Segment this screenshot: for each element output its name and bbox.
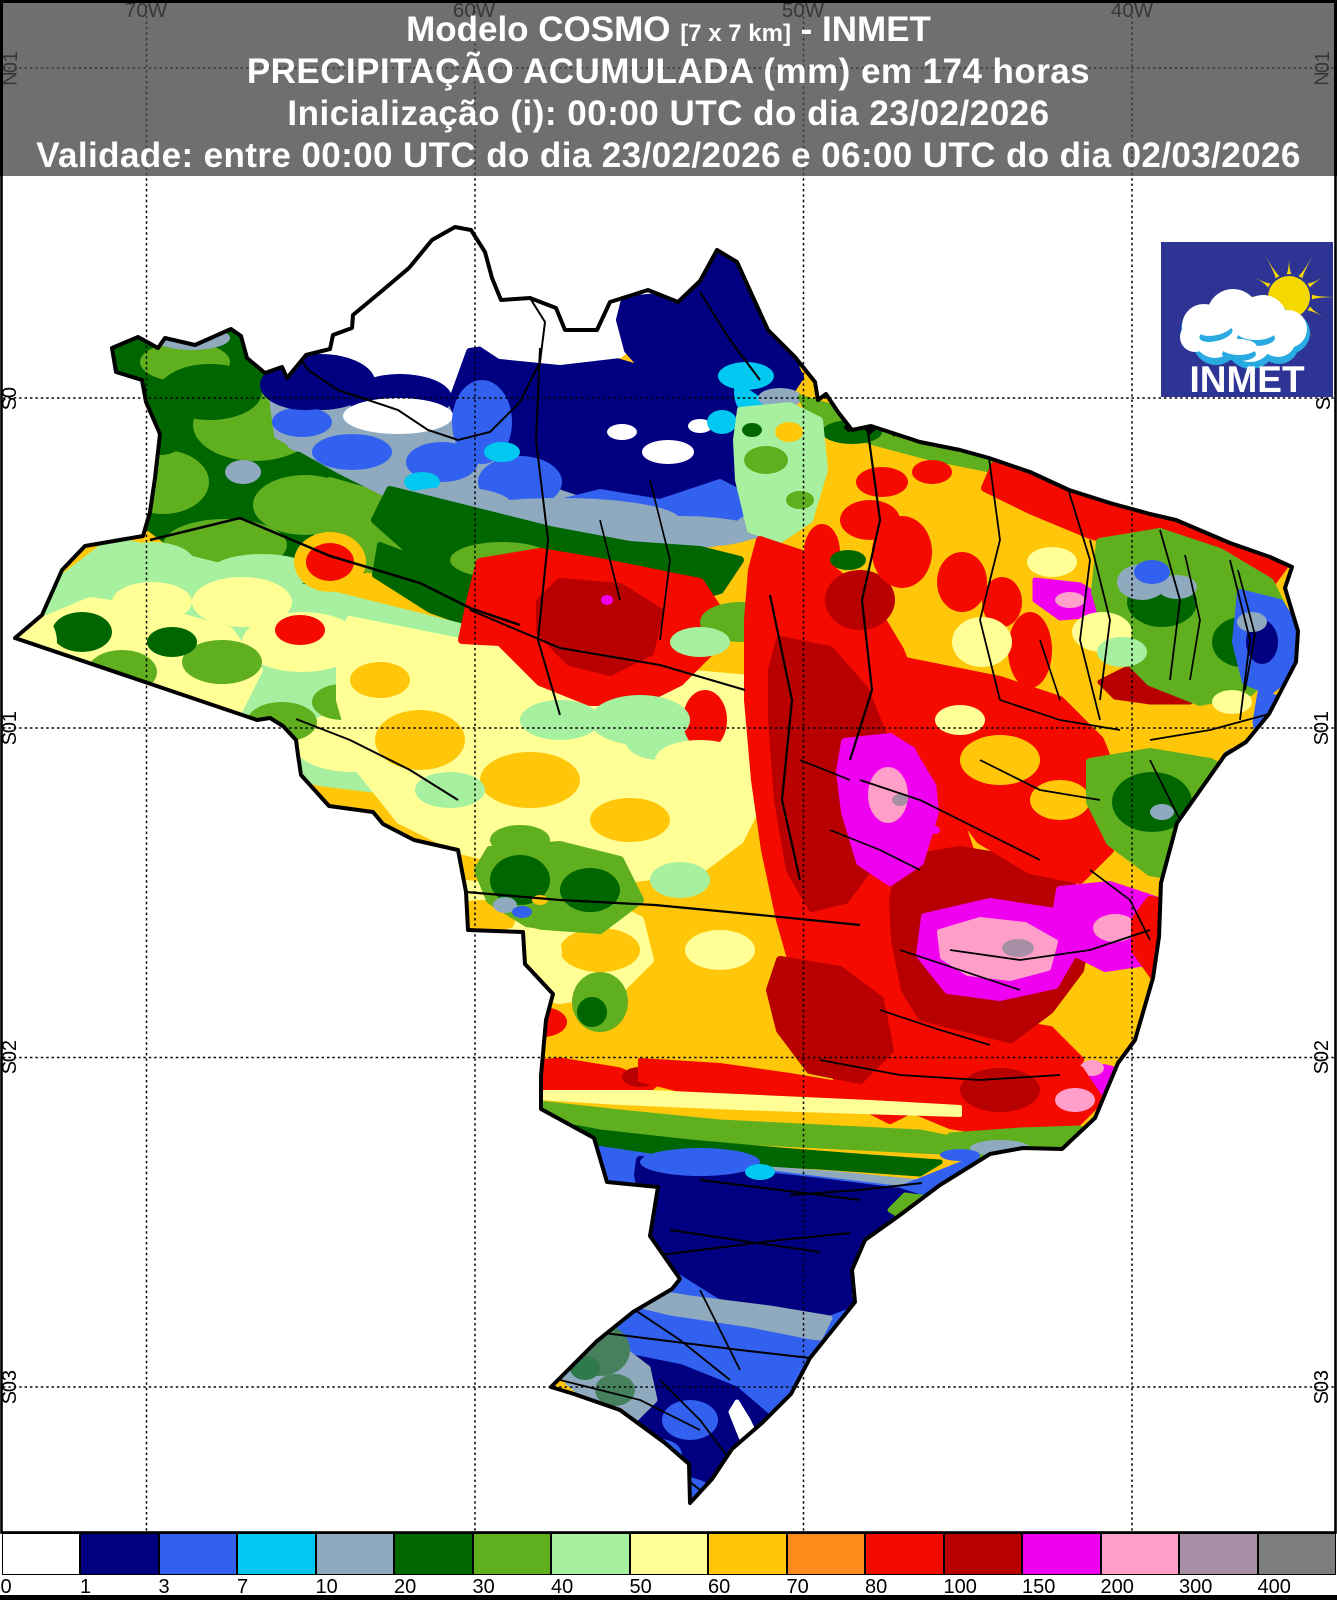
svg-text:INMET: INMET <box>1189 359 1305 397</box>
